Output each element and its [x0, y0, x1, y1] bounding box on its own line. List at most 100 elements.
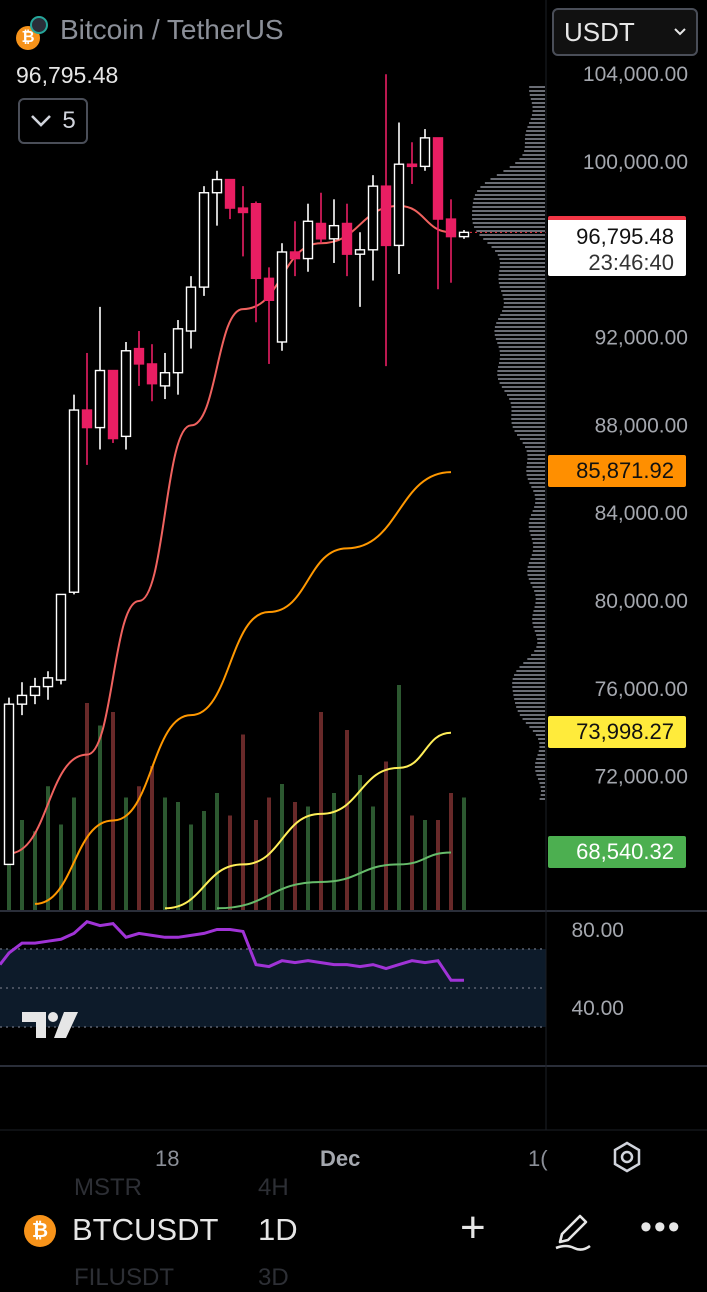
volume-profile-bar: [525, 446, 545, 448]
price-tick-label: 76,000.00: [595, 678, 688, 701]
volume-profile-bar: [495, 338, 545, 340]
volume-profile-bar: [490, 178, 545, 180]
volume-bar: [293, 802, 297, 910]
volume-profile-bar: [534, 650, 545, 652]
volume-profile-bar: [535, 762, 545, 764]
volume-profile-bar: [523, 662, 545, 664]
volume-bar: [150, 766, 154, 910]
currency-value: USDT: [564, 16, 635, 47]
candle: [42, 671, 54, 700]
volume-profile-bar: [517, 434, 545, 436]
volume-profile-bar: [510, 402, 545, 404]
volume-profile-bar: [473, 198, 545, 200]
volume-profile-bar: [512, 426, 545, 428]
volume-bar: [345, 730, 349, 910]
volume-profile-bar: [529, 90, 545, 92]
volume-profile-bar: [529, 530, 545, 532]
exchange-badge-icon: [30, 16, 48, 34]
volume-profile-bar: [526, 130, 545, 132]
volume-profile-bar: [527, 570, 545, 572]
volume-bar: [189, 824, 193, 910]
volume-profile-bar: [532, 586, 545, 588]
volume-bar: [449, 793, 453, 910]
volume-profile-bar: [534, 606, 545, 608]
volume-profile-bar: [498, 362, 545, 364]
ghost-interval-1: 4H: [258, 1174, 289, 1201]
volume-profile-bar: [538, 750, 545, 752]
volume-profile-bar: [528, 578, 545, 580]
ghost-interval-2: 3D: [258, 1264, 289, 1291]
interval-button[interactable]: 1D: [258, 1212, 298, 1247]
volume-profile-bar: [535, 770, 545, 772]
volume-profile-bar: [498, 278, 545, 280]
price-chart[interactable]: 104,000.00 100,000.00 92,000.00 88,000.00 84…: [0, 0, 707, 1140]
volume-profile-bar: [499, 382, 545, 384]
ghost-symbol-2: FILUSDT: [74, 1264, 175, 1291]
volume-profile-bar: [501, 386, 545, 388]
volume-profile-bar: [498, 282, 545, 284]
volume-profile-bar: [522, 718, 545, 720]
volume-profile-bar: [511, 422, 545, 424]
candle: [3, 697, 15, 866]
volume-bar: [124, 797, 128, 910]
candle: [211, 170, 223, 226]
ma-green-tag: 68,540.32: [548, 836, 686, 868]
volume-profile-bar: [529, 726, 545, 728]
volume-profile-bar: [514, 698, 545, 700]
candle: [185, 276, 197, 349]
chart-settings-icon[interactable]: [610, 1140, 644, 1174]
volume-profile-bar: [533, 626, 545, 628]
volume-profile-bar: [535, 598, 545, 600]
volume-profile-bar: [539, 746, 545, 748]
indicators-collapse-button[interactable]: 5: [18, 98, 88, 144]
volume-profile-bar: [532, 542, 545, 544]
add-icon[interactable]: +: [460, 1203, 486, 1252]
candle: [55, 593, 67, 685]
volume-bar: [7, 842, 11, 910]
volume-profile-bar: [526, 450, 545, 452]
volume-profile-bar: [512, 686, 545, 688]
candle: [315, 192, 327, 244]
volume-profile-bar: [522, 442, 545, 444]
candle: [133, 331, 145, 386]
currency-select[interactable]: USDT: [552, 8, 698, 56]
volume-profile-bar: [471, 214, 545, 216]
volume-profile-bar: [533, 490, 545, 492]
volume-profile-bar: [530, 582, 545, 584]
volume-profile-bar: [499, 262, 545, 264]
chevron-down-icon: [31, 115, 52, 127]
drawing-tools-icon[interactable]: [552, 1208, 592, 1252]
volume-profile-bar: [498, 366, 545, 368]
volume-profile-bar: [519, 158, 545, 160]
symbol-button[interactable]: BTCUSDT: [72, 1212, 219, 1247]
volume-profile-bar: [494, 330, 545, 332]
volume-profile-bar: [484, 182, 545, 184]
volume-profile-bar: [496, 322, 545, 324]
volume-profile-bar: [499, 358, 545, 360]
candle: [276, 243, 288, 351]
volume-profile-bar: [530, 558, 545, 560]
volume-profile-bar: [474, 194, 545, 196]
volume-profile-bar: [535, 498, 545, 500]
volume-profile-bar: [517, 710, 545, 712]
volume-profile-bar: [516, 670, 545, 672]
volume-profile-bar: [522, 154, 545, 156]
volume-profile-bar: [532, 618, 545, 620]
more-options-icon[interactable]: •••: [640, 1208, 682, 1246]
volume-profile-bar: [530, 514, 545, 516]
volume-profile-bar: [538, 738, 545, 740]
volume-profile-bar: [487, 242, 545, 244]
candle: [263, 267, 275, 364]
volume-profile-bar: [494, 326, 545, 328]
volume-profile-bar: [515, 702, 545, 704]
tradingview-logo: [20, 1008, 80, 1050]
volume-profile-bar: [503, 170, 545, 172]
volume-profile-bar: [497, 374, 545, 376]
volume-profile-bar: [539, 782, 545, 784]
volume-profile-bar: [519, 714, 545, 716]
price-tick-label: 100,000.00: [583, 151, 688, 174]
volume-profile-bar: [512, 682, 545, 684]
volume-profile-bar: [503, 306, 545, 308]
candle: [445, 199, 457, 283]
volume-bar: [436, 820, 440, 910]
